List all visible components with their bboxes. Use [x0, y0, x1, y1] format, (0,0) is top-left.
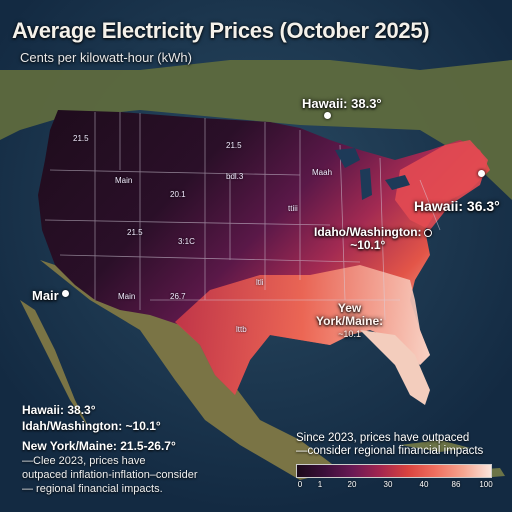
state-label: 21.5	[73, 134, 89, 143]
callout-new-york-maine: Yew York/Maine: ~10.1	[316, 302, 383, 341]
state-borders	[44, 112, 441, 321]
baja-land	[20, 300, 90, 430]
state-label: lttb	[236, 325, 247, 334]
callout-idaho-line2: ~10.1°	[350, 238, 386, 252]
callout-idaho-line1: Idaho/Washington:	[314, 225, 422, 239]
state-label: 20.1	[170, 190, 186, 199]
page-subtitle: Cents per kilowatt-hour (kWh)	[20, 50, 192, 65]
state-label: 3:1C	[178, 237, 195, 246]
state-label: ttiii	[288, 204, 298, 213]
south-region	[175, 265, 430, 395]
note-idaho: Idah/Washington: ~10.1°	[22, 419, 161, 433]
callout-ny-line2: York/Maine:	[316, 314, 384, 328]
marker-dot	[424, 229, 432, 237]
cuba-land	[400, 440, 470, 452]
legend-tick: 30	[383, 480, 393, 489]
legend: Since 2023, prices have outpaced —consid…	[296, 432, 496, 492]
canada-land	[0, 60, 512, 200]
note-hawaii: Hawaii: 38.3°	[22, 403, 96, 417]
callout-idaho-washington: Idaho/Washington: ~10.1°	[314, 226, 422, 252]
note-new-york: New York/Maine: 21.5-26.7°	[22, 439, 176, 453]
callout-ny-line1: Yew	[337, 301, 362, 315]
legend-tick: 0	[297, 480, 303, 489]
marker-dot	[478, 170, 485, 177]
note-text: —Clee 2023, prices have	[22, 455, 146, 467]
callout-mair: Mair	[32, 288, 59, 303]
legend-ticks: 0 1 20 30 40 86 100	[296, 480, 493, 492]
state-label: Main	[115, 176, 133, 185]
marker-dot	[324, 112, 331, 119]
lake-erie	[385, 175, 410, 190]
callout-ny-line3: ~10.1	[338, 329, 361, 339]
state-label: 26.7	[170, 292, 186, 301]
northeast-region	[395, 140, 488, 230]
lake-superior	[335, 148, 360, 168]
legend-tick: 1	[317, 480, 323, 489]
mexico-land	[40, 260, 340, 480]
legend-tick: 86	[451, 480, 461, 489]
legend-text: —consider regional financial impacts	[296, 445, 484, 457]
callout-hawaii-right: Hawaii: 36.3°	[414, 198, 500, 214]
florida-region	[360, 330, 430, 405]
legend-color-ramp	[296, 464, 492, 478]
notes-panel: Hawaii: 38.3° Idah/Washington: ~10.1° Ne…	[22, 402, 252, 496]
page-title: Average Electricity Prices (October 2025…	[12, 18, 430, 43]
state-label: bdl.3	[226, 172, 244, 181]
lake-michigan	[360, 168, 372, 200]
legend-tick: 20	[347, 480, 357, 489]
state-label: 21.5	[226, 141, 242, 150]
legend-tick: 40	[419, 480, 429, 489]
state-label: ltli	[256, 278, 264, 287]
note-text: — regional financial impacts.	[22, 483, 163, 495]
note-text: outpaced inflation-inflation–consider	[22, 469, 198, 481]
callout-hawaii-top: Hawaii: 38.3°	[302, 96, 382, 111]
state-label: Main	[118, 292, 136, 301]
marker-dot	[62, 290, 69, 297]
legend-text: Since 2023, prices have outpaced	[296, 432, 470, 444]
state-label: Maah	[312, 168, 333, 177]
state-label: 21.5	[127, 228, 143, 237]
legend-tick: 100	[479, 480, 493, 489]
